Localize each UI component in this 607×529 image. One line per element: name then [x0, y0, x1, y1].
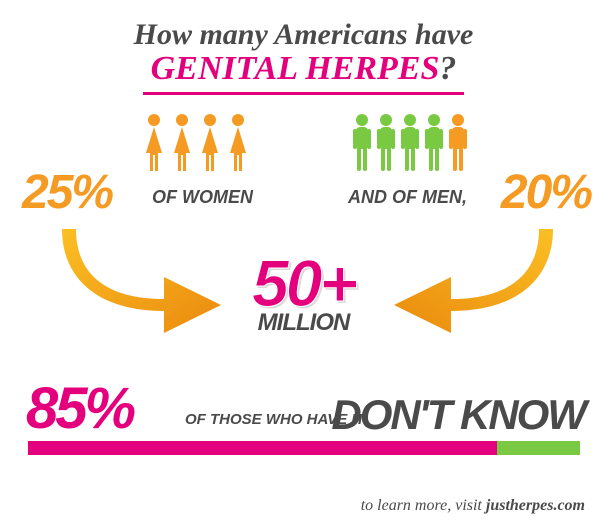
percent-bar-fill [28, 441, 497, 455]
men-icons [350, 113, 470, 178]
woman-icon [168, 113, 196, 178]
dont-know-label: DON'T KNOW [331, 391, 585, 439]
man-icon [374, 113, 398, 178]
footer: to learn more, visit justherpes.com [361, 497, 585, 515]
men-percent: 20% [501, 165, 591, 220]
title-line-1: How many Americans have [0, 18, 607, 52]
women-percent: 25% [22, 165, 112, 220]
footer-prefix: to learn more, visit [361, 497, 486, 514]
woman-icon [140, 113, 168, 178]
footer-site: justherpes.com [486, 497, 585, 514]
title-qmark: ? [439, 50, 456, 87]
woman-icon [196, 113, 224, 178]
arrows-block: 50+ MILLION [0, 239, 607, 369]
percent-bar [28, 441, 580, 455]
man-icon [398, 113, 422, 178]
woman-icon [224, 113, 252, 178]
women-icons [140, 113, 252, 178]
center-unit: MILLION [0, 309, 607, 337]
title-block: How many Americans have GENITAL HERPES? [0, 0, 607, 95]
of-men-label: AND OF MEN, [348, 187, 467, 208]
man-icon [446, 113, 470, 178]
of-women-label: OF WOMEN [152, 187, 253, 208]
title-keyword: GENITAL HERPES [151, 50, 440, 87]
man-icon [422, 113, 446, 178]
man-icon [350, 113, 374, 178]
title-line-2: GENITAL HERPES? [143, 50, 465, 95]
bottom-block: 85% OF THOSE WHO HAVE IT DON'T KNOW [0, 375, 607, 495]
bottom-percent: 85% [26, 375, 133, 442]
